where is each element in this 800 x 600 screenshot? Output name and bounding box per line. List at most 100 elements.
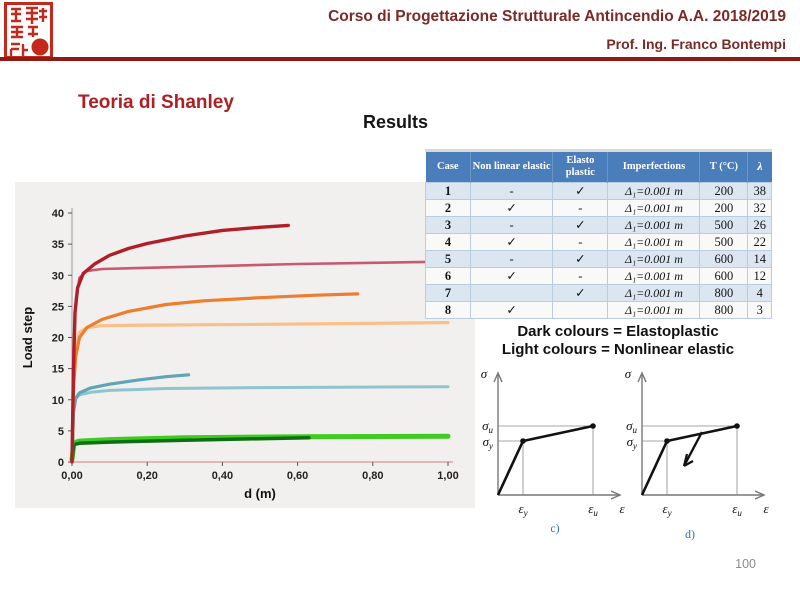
y-tick-label: 30 xyxy=(52,270,64,282)
curve-orange xyxy=(70,292,360,464)
table-cell: 600 xyxy=(699,250,749,268)
table-cell: - xyxy=(552,233,609,251)
table-cell xyxy=(470,284,554,302)
epsilon-y-label: εy xyxy=(518,501,527,518)
table-cell: Δ₁=0.001 m xyxy=(607,233,701,251)
table-cell: - xyxy=(470,182,554,200)
epsilon-y-label: εy xyxy=(662,501,671,518)
legend-line-light: Light colours = Nonlinear elastic xyxy=(501,341,735,358)
table-cell: 6 xyxy=(424,267,472,285)
table-cell: Δ₁=0.001 m xyxy=(607,284,701,302)
table-cell: Δ₁=0.001 m xyxy=(607,182,701,200)
table-header-cell: λ xyxy=(747,152,772,183)
table-cell: Δ₁=0.001 m xyxy=(607,216,701,234)
table-cell: - xyxy=(470,250,554,268)
y-tick-label: 25 xyxy=(52,301,64,313)
table-row: 1- ✓ Δ₁=0.001 m 200 38 xyxy=(424,182,772,200)
seal-stamp-icon xyxy=(4,2,53,59)
table-cell: 4 xyxy=(424,233,472,251)
slide-title: Teoria di Shanley xyxy=(78,92,234,113)
course-title: Corso di Progettazione Strutturale Antin… xyxy=(328,8,786,25)
diagram-caption: c) xyxy=(550,521,559,535)
colour-legend: Dark colours = Elastoplastic Light colou… xyxy=(468,323,768,359)
table-cell: ✓ xyxy=(552,250,609,268)
sigma-u-label: σu xyxy=(626,418,637,435)
table-header-cell: T (°C) xyxy=(699,152,748,183)
table-cell: ✓ xyxy=(552,182,609,200)
table-cell: ✓ xyxy=(552,216,609,234)
sigma-y-label: σy xyxy=(627,434,637,451)
table-cell: Δ₁=0.001 m xyxy=(607,267,701,285)
diagram-caption: d) xyxy=(685,527,695,541)
y-tick-label: 10 xyxy=(52,395,64,407)
table-cell: 200 xyxy=(699,199,749,217)
table-cell: ✓ xyxy=(470,233,554,251)
table-cell: 7 xyxy=(424,284,472,302)
results-table: Case Non linear elastic Elasto plastic Impe… xyxy=(424,149,772,319)
table-cell: 1 xyxy=(424,182,472,200)
y-tick-label: 40 xyxy=(52,208,64,220)
curve-dark-red xyxy=(70,223,290,464)
table-row: 3- ✓ Δ₁=0.001 m 500 26 xyxy=(424,216,772,234)
y-tick-label: 35 xyxy=(52,239,64,251)
results-heading: Results xyxy=(363,112,429,132)
table-cell: 14 xyxy=(747,250,772,268)
table-header-cell: Non linear elastic xyxy=(470,152,553,183)
table-cell: 32 xyxy=(747,199,772,217)
table-header-cell: Elasto plastic xyxy=(552,152,608,183)
table-cell: ✓ xyxy=(470,199,554,217)
table-row: 8 ✓ Δ₁=0.001 m 800 3 xyxy=(424,301,772,319)
x-tick-label: 0,60 xyxy=(287,470,308,482)
table-cell: Δ₁=0.001 m xyxy=(607,199,701,217)
y-tick-label: 20 xyxy=(52,333,64,345)
professor-name: Prof. Ing. Franco Bontempi xyxy=(606,36,786,52)
table-cell: 12 xyxy=(747,267,772,285)
x-tick-label: 0,40 xyxy=(212,470,233,482)
header-rule xyxy=(0,57,800,61)
table-cell: - xyxy=(470,216,554,234)
table-row: 2 ✓ - Δ₁=0.001 m 200 32 xyxy=(424,199,772,217)
chart-panel xyxy=(15,182,475,508)
table-cell: Δ₁=0.001 m xyxy=(607,250,701,268)
y-axis-label: Load step xyxy=(20,307,35,368)
table-cell: ✓ xyxy=(552,284,609,302)
sigma-axis-label: σ xyxy=(481,366,488,381)
table-cell: 38 xyxy=(747,182,772,200)
y-tick-label: 5 xyxy=(58,426,64,438)
x-tick-label: 1,00 xyxy=(437,470,458,482)
table-cell: 600 xyxy=(699,267,749,285)
table-row: 6 ✓ - Δ₁=0.001 m 600 12 xyxy=(424,267,772,285)
table-row: 7 ✓ Δ₁=0.001 m 800 4 xyxy=(424,284,772,302)
page-number: 100 xyxy=(735,557,756,571)
table-cell: 500 xyxy=(699,233,749,251)
x-tick-label: 0,20 xyxy=(136,470,157,482)
epsilon-u-label: εu xyxy=(732,501,742,518)
table-header-cell: Case xyxy=(425,152,471,183)
table-cell: Δ₁=0.001 m xyxy=(607,301,701,319)
table-cell: 3 xyxy=(424,216,472,234)
table-cell: 22 xyxy=(747,233,772,251)
table-cell: 8 xyxy=(424,301,472,319)
sigma-axis-label: σ xyxy=(625,366,632,381)
epsilon-u-label: εu xyxy=(588,501,598,518)
table-cell: ✓ xyxy=(470,267,554,285)
sigma-y-label: σy xyxy=(483,434,493,451)
table-cell: 800 xyxy=(699,284,749,302)
table-cell: 3 xyxy=(747,301,772,319)
epsilon-axis-label: ε xyxy=(763,501,769,516)
table-row: 4 ✓ - Δ₁=0.001 m 500 22 xyxy=(424,233,772,251)
sigma-u-label: σu xyxy=(482,418,493,435)
x-axis-label: d (m) xyxy=(244,486,276,501)
table-cell: 800 xyxy=(699,301,749,319)
y-tick-label: 15 xyxy=(52,364,64,376)
table-cell: 2 xyxy=(424,199,472,217)
table-cell: ✓ xyxy=(470,301,554,319)
legend-line-dark: Dark colours = Elastoplastic xyxy=(517,323,719,340)
x-tick-label: 0,80 xyxy=(362,470,383,482)
epsilon-axis-label: ε xyxy=(619,501,625,516)
